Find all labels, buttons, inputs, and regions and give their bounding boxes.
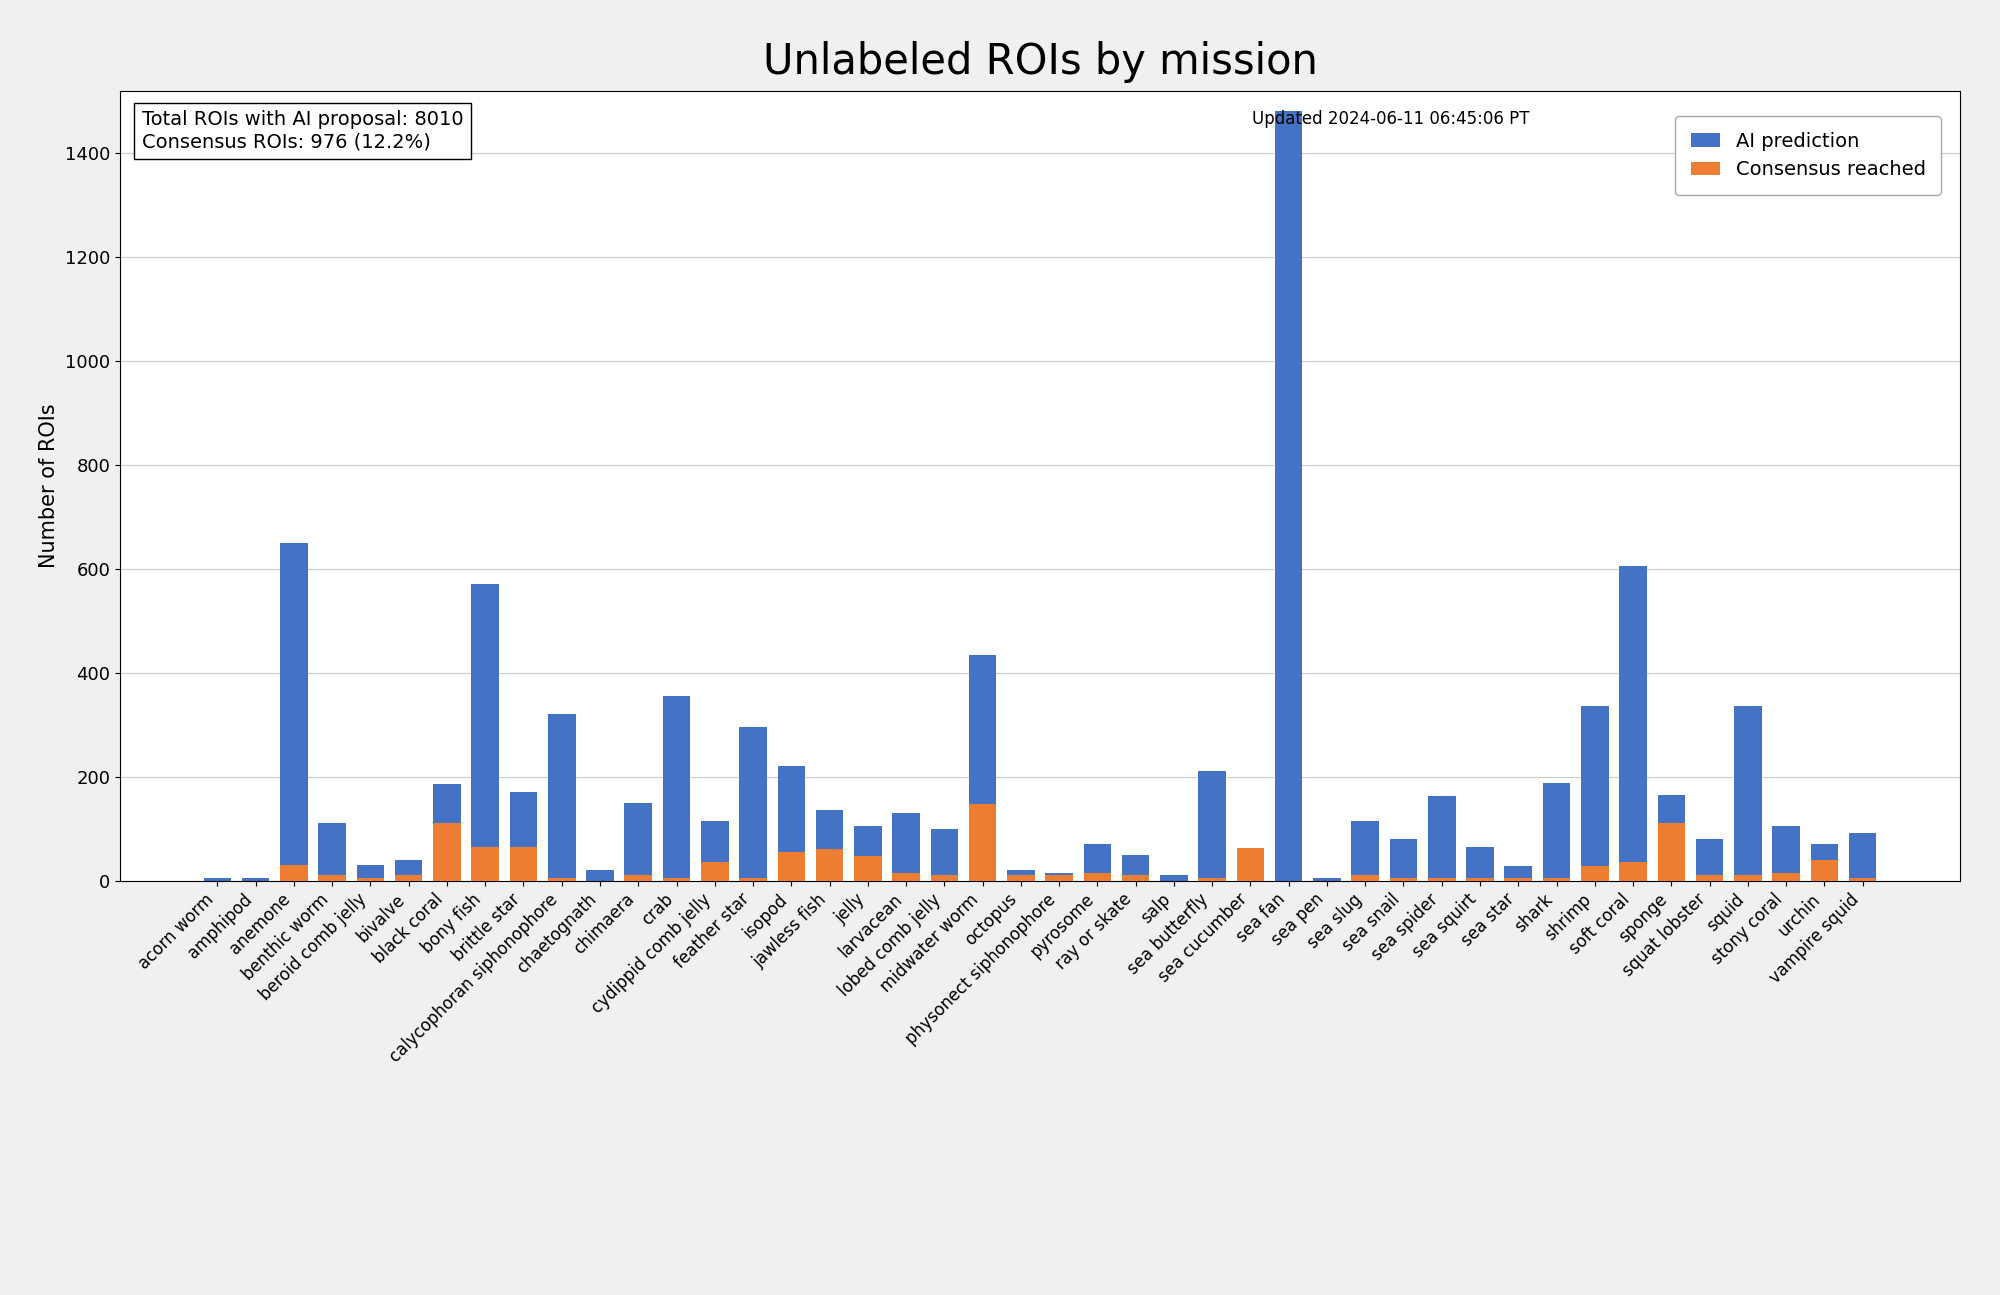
Text: Updated 2024-06-11 06:45:06 PT: Updated 2024-06-11 06:45:06 PT <box>1252 110 1530 128</box>
Bar <box>624 803 652 881</box>
Bar <box>854 826 882 881</box>
Bar <box>242 878 270 881</box>
Bar <box>1160 875 1188 881</box>
Bar <box>1352 875 1378 881</box>
Bar <box>1236 848 1264 881</box>
Bar <box>472 847 500 881</box>
Bar <box>816 811 844 881</box>
Bar <box>1848 878 1876 881</box>
Bar <box>892 813 920 881</box>
Bar <box>1542 783 1570 881</box>
Bar <box>510 793 538 881</box>
Bar <box>1236 859 1264 881</box>
Bar <box>1466 878 1494 881</box>
Bar <box>740 878 766 881</box>
Bar <box>662 878 690 881</box>
Bar <box>394 875 422 881</box>
Bar <box>968 654 996 881</box>
Bar <box>930 875 958 881</box>
Bar <box>586 870 614 881</box>
Bar <box>1848 833 1876 881</box>
Bar <box>394 860 422 881</box>
Bar <box>740 728 766 881</box>
Bar <box>1580 707 1608 881</box>
Bar <box>702 821 728 881</box>
Bar <box>1008 875 1034 881</box>
Bar <box>1696 875 1724 881</box>
Bar <box>1084 873 1112 881</box>
Bar <box>1504 878 1532 881</box>
Y-axis label: Number of ROIs: Number of ROIs <box>40 403 60 569</box>
Bar <box>778 852 806 881</box>
Bar <box>356 878 384 881</box>
Bar <box>662 697 690 881</box>
Bar <box>1352 821 1378 881</box>
Bar <box>624 875 652 881</box>
Bar <box>1810 860 1838 881</box>
Bar <box>472 584 500 881</box>
Bar <box>1620 566 1646 881</box>
Bar <box>548 715 576 881</box>
Bar <box>1810 844 1838 881</box>
Bar <box>854 856 882 881</box>
Bar <box>204 878 232 881</box>
Bar <box>510 847 538 881</box>
Bar <box>1390 878 1418 881</box>
Bar <box>318 875 346 881</box>
Bar <box>1008 870 1034 881</box>
Bar <box>318 824 346 881</box>
Bar <box>1122 855 1150 881</box>
Bar <box>778 767 806 881</box>
Bar <box>1542 878 1570 881</box>
Bar <box>1428 796 1456 881</box>
Bar <box>702 862 728 881</box>
Bar <box>1580 866 1608 881</box>
Bar <box>1504 866 1532 881</box>
Text: Total ROIs with AI proposal: 8010
Consensus ROIs: 976 (12.2%): Total ROIs with AI proposal: 8010 Consen… <box>142 110 464 152</box>
Bar <box>1274 111 1302 881</box>
Bar <box>280 865 308 881</box>
Bar <box>1658 824 1686 881</box>
Bar <box>1314 878 1340 881</box>
Bar <box>1466 847 1494 881</box>
Legend: AI prediction, Consensus reached: AI prediction, Consensus reached <box>1676 117 1942 196</box>
Bar <box>434 824 460 881</box>
Bar <box>1428 878 1456 881</box>
Bar <box>930 829 958 881</box>
Bar <box>1390 839 1418 881</box>
Bar <box>548 878 576 881</box>
Bar <box>1696 839 1724 881</box>
Bar <box>1620 862 1646 881</box>
Bar <box>1046 875 1072 881</box>
Bar <box>1122 875 1150 881</box>
Bar <box>280 543 308 881</box>
Bar <box>1734 875 1762 881</box>
Bar <box>816 850 844 881</box>
Bar <box>1198 878 1226 881</box>
Title: Unlabeled ROIs by mission: Unlabeled ROIs by mission <box>762 41 1318 83</box>
Bar <box>434 785 460 881</box>
Bar <box>1198 772 1226 881</box>
Bar <box>1084 844 1112 881</box>
Bar <box>1772 873 1800 881</box>
Bar <box>892 873 920 881</box>
Bar <box>1046 873 1072 881</box>
Bar <box>1734 707 1762 881</box>
Bar <box>356 865 384 881</box>
Bar <box>1772 826 1800 881</box>
Bar <box>968 804 996 881</box>
Bar <box>1658 795 1686 881</box>
